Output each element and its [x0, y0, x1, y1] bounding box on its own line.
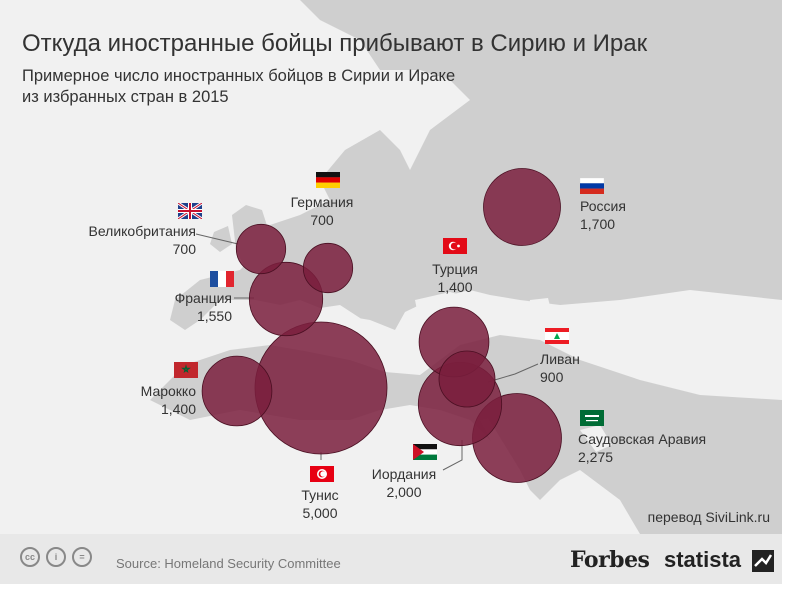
country-name: Иордания: [371, 466, 437, 482]
country-label-3: Марокко 1,400: [56, 382, 196, 418]
uk-flag-icon: [178, 203, 202, 219]
chart-subtitle: Примерное число иностранных бойцов в Сир…: [22, 66, 582, 108]
country-name: Франция: [174, 290, 232, 306]
subtitle-line-2: из избранных стран в 2015: [22, 88, 229, 106]
country-label-8: Саудовская Аравия 2,275: [578, 430, 778, 466]
country-value: 700: [310, 212, 334, 228]
bubble-3: [483, 168, 561, 246]
tunisia-flag-icon: [310, 466, 334, 482]
chart-title: Откуда иностранные бойцы прибывают в Сир…: [22, 30, 648, 57]
bubble-5: [201, 355, 273, 427]
country-name: Тунис: [301, 487, 339, 503]
country-value: 2,275: [578, 449, 614, 465]
source-note: Source: Homeland Security Committee: [116, 556, 341, 571]
country-name: Россия: [580, 198, 626, 214]
country-label-1: Германия 700: [262, 193, 382, 229]
country-label-4: Тунис 5,000: [260, 486, 380, 522]
attribution-icon[interactable]: i: [46, 547, 66, 567]
saudi-arabia-flag-icon: [580, 410, 604, 426]
bubble-7: [438, 350, 496, 408]
country-value: 900: [540, 369, 564, 385]
country-value: 700: [172, 241, 196, 257]
leader-line-6: [487, 363, 539, 383]
morocco-flag-icon: [174, 362, 198, 378]
country-value: 2,000: [386, 484, 422, 500]
country-label-0: Великобритания 700: [56, 222, 196, 258]
country-value: 5,000: [302, 505, 338, 521]
subtitle-line-1: Примерное число иностранных бойцов в Сир…: [22, 67, 456, 85]
bubble-9: [302, 242, 354, 294]
country-name: Германия: [290, 194, 354, 210]
leader-line-0: [195, 233, 239, 245]
russia-flag-icon: [580, 178, 604, 194]
turkey-flag-icon: [443, 238, 467, 254]
france-flag-icon: [210, 271, 234, 287]
translator-credit[interactable]: перевод SiviLink.ru: [647, 509, 770, 525]
country-name: Ливан: [540, 351, 580, 367]
country-label-7: Иордания 2,000: [344, 465, 464, 501]
forbes-logo[interactable]: Forbes: [570, 547, 650, 573]
country-name: Марокко: [140, 383, 196, 399]
leader-line-7: [442, 440, 463, 471]
no-derivatives-icon[interactable]: =: [72, 547, 92, 567]
statista-logo[interactable]: statista: [664, 547, 742, 572]
country-label-9: Россия 1,700: [580, 197, 780, 233]
country-label-6: Ливан 900: [540, 350, 740, 386]
footer-bar: [0, 534, 782, 584]
statista-icon: [752, 550, 774, 572]
country-value: 1,400: [160, 401, 196, 417]
jordan-flag-icon: [413, 444, 437, 460]
lebanon-flag-icon: [545, 328, 569, 344]
bubble-0: [254, 321, 388, 455]
cc-icon[interactable]: cc: [20, 547, 40, 567]
country-value: 1,700: [580, 216, 616, 232]
country-name: Саудовская Аравия: [578, 431, 707, 447]
bubble-8: [235, 223, 287, 275]
bubble-4: [248, 261, 324, 337]
country-name: Великобритания: [88, 223, 196, 239]
country-value: 1,400: [437, 279, 473, 295]
country-label-5: Турция 1,400: [395, 260, 515, 296]
country-name: Турция: [432, 261, 478, 277]
country-label-2: Франция 1,550: [92, 289, 232, 325]
germany-flag-icon: [316, 172, 340, 188]
country-value: 1,550: [196, 308, 232, 324]
